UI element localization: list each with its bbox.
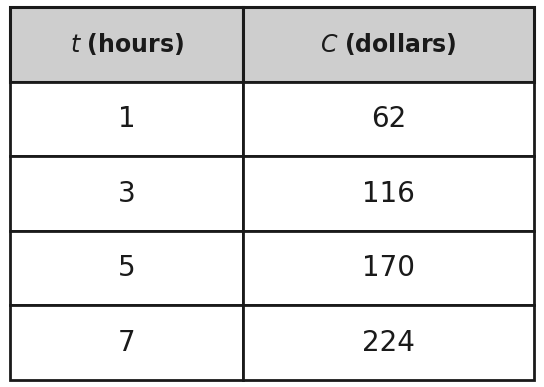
Bar (10, 305, 243, 380)
Bar (10, 156, 243, 231)
Text: 5: 5 (118, 254, 135, 282)
Bar (10, 82, 243, 156)
Text: 3: 3 (118, 180, 135, 207)
Text: 7: 7 (118, 329, 135, 357)
Bar (243, 82, 534, 156)
Bar (10, 231, 243, 305)
Text: $\mathit{C}$ $\bf{(dollars)}$: $\mathit{C}$ $\bf{(dollars)}$ (320, 31, 457, 57)
Bar (243, 231, 534, 305)
Bar (10, 7, 243, 82)
Bar (243, 7, 534, 82)
Text: $\mathit{t}$ $\bf{(hours)}$: $\mathit{t}$ $\bf{(hours)}$ (70, 31, 183, 57)
Bar (243, 305, 534, 380)
Text: 170: 170 (362, 254, 415, 282)
Bar (243, 156, 534, 231)
Text: 224: 224 (362, 329, 415, 357)
Text: 1: 1 (118, 105, 135, 133)
Text: 62: 62 (371, 105, 406, 133)
Text: 116: 116 (362, 180, 415, 207)
